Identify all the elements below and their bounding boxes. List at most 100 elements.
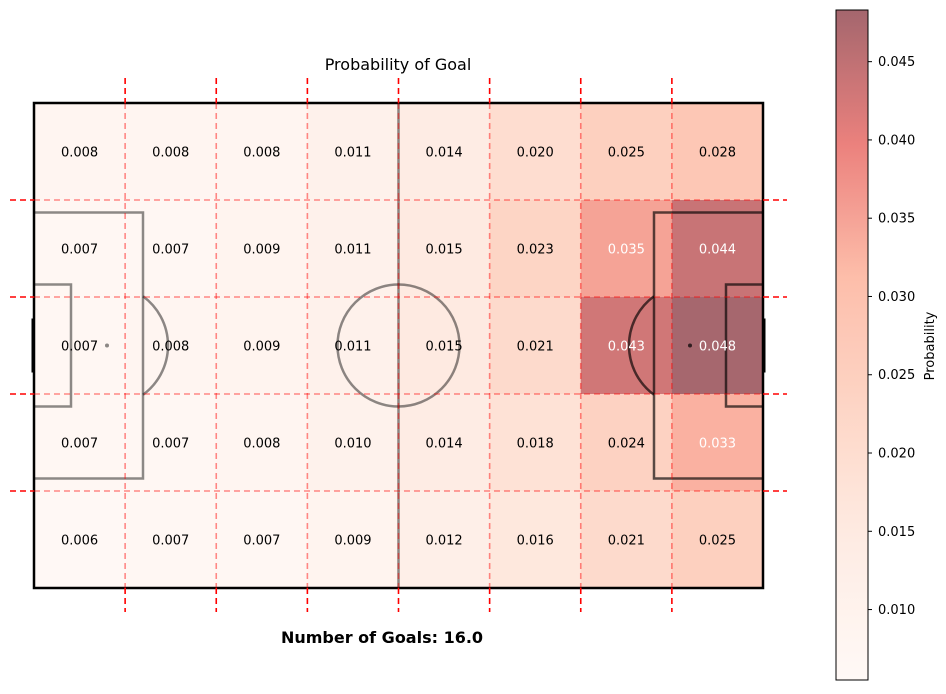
heatmap-cell [34,297,126,395]
colorbar-tick-label: 0.020 [878,447,915,462]
cell-value-label: 0.006 [61,534,98,549]
cell-value-label: 0.007 [243,534,280,549]
cell-value-label: 0.015 [425,340,462,355]
cell-value-label: 0.011 [334,340,371,355]
goals-count-caption: Number of Goals: 16.0 [281,628,483,647]
heatmap-cell [125,103,217,201]
heatmap-cell [216,200,308,298]
cell-value-label: 0.007 [61,437,98,452]
colorbar-tick-label: 0.015 [878,525,915,540]
heatmap-cell [307,103,399,201]
heatmap-cell [671,394,764,492]
heatmap-cell [216,394,308,492]
heatmap-cell [307,297,399,395]
right-penalty-arc [627,295,655,396]
heatmap-cell [580,103,673,201]
colorbar: 0.010 0.015 0.020 0.025 0.030 0.035 0.040 0.045 [835,9,915,681]
left-six-yard-box [34,283,73,408]
heatmap-cells [34,103,764,589]
cell-value-label: 0.016 [517,534,554,549]
heatmap-cell [398,200,491,298]
heatmap-cell [671,491,764,589]
cell-value-label: 0.023 [517,243,554,258]
heatmap-cell [489,103,582,201]
heatmap-cell [216,297,308,395]
heatmap-cell [671,200,764,298]
colorbar-frame [835,9,869,681]
cell-value-label: 0.008 [152,340,189,355]
colorbar-fill [836,10,868,680]
right-penalty-box [652,211,763,480]
cell-value-label: 0.035 [608,243,645,258]
cell-value-label: 0.025 [608,146,645,161]
cell-value-label: 0.043 [608,340,645,355]
heatmap-cell [34,491,126,589]
colorbar-label: Probability [923,311,938,380]
cell-value-label: 0.048 [699,340,736,355]
cell-value-label: 0.007 [152,243,189,258]
colorbar-tick-label: 0.035 [878,212,915,227]
heatmap-cell [307,200,399,298]
heatmap-cell [34,103,126,201]
cell-value-label: 0.008 [61,146,98,161]
heatmap-cell [398,394,491,492]
left-penalty-spot [105,343,109,348]
heatmap-cell [398,297,491,395]
heatmap-cell [580,297,673,395]
cell-value-label: 0.007 [152,437,189,452]
heatmap-cell [34,394,126,492]
heatmap-cell [125,297,217,395]
cell-value-label: 0.009 [243,243,280,258]
heatmap-cell [489,200,582,298]
cell-value-label: 0.033 [699,437,736,452]
zone-grid-lines [10,78,787,612]
left-penalty-box [34,211,145,480]
heatmap-cell [671,297,764,395]
heatmap-cell [580,491,673,589]
cell-value-label: 0.021 [517,340,554,355]
colorbar-tick-label: 0.025 [878,368,915,383]
right-six-yard-box [724,283,763,408]
heatmap-cell [580,200,673,298]
colorbar-tick-label: 0.045 [878,55,915,70]
cell-value-label: 0.018 [517,437,554,452]
cell-value-label: 0.008 [243,146,280,161]
cell-value-label: 0.024 [608,437,645,452]
heatmap-cell [398,491,491,589]
cell-value-label: 0.015 [425,243,462,258]
heatmap-cell [34,200,126,298]
heatmap-cell [216,103,308,201]
cell-value-label: 0.021 [608,534,645,549]
heatmap-cell [216,491,308,589]
cell-value-label: 0.011 [334,146,371,161]
cell-value-labels: 0.008 0.008 0.008 0.011 0.014 0.020 0.025 0.028… [61,146,736,549]
cell-value-label: 0.028 [699,146,736,161]
cell-value-label: 0.007 [61,243,98,258]
heatmap-cell [489,297,582,395]
chart-title: Probability of Goal [325,55,472,74]
cell-value-label: 0.014 [425,146,462,161]
cell-value-label: 0.011 [334,243,371,258]
heatmap-cell [307,394,399,492]
heatmap-cell [398,103,491,201]
heatmap-cell [125,394,217,492]
cell-value-label: 0.025 [699,534,736,549]
heatmap-cell [489,491,582,589]
cell-value-label: 0.007 [61,340,98,355]
heatmap-cell [671,103,764,201]
centre-circle [336,283,461,408]
cell-value-label: 0.008 [243,437,280,452]
heatmap-cell [125,491,217,589]
heatmap-cell [580,394,673,492]
colorbar-tick-label: 0.040 [878,133,915,148]
cell-value-label: 0.009 [334,534,371,549]
heatmap-cell [489,394,582,492]
colorbar-tick-label: 0.030 [878,290,915,305]
cell-value-label: 0.020 [517,146,554,161]
cell-value-label: 0.009 [243,340,280,355]
heatmap-cell [307,491,399,589]
cell-value-label: 0.012 [425,534,462,549]
cell-value-label: 0.007 [152,534,189,549]
